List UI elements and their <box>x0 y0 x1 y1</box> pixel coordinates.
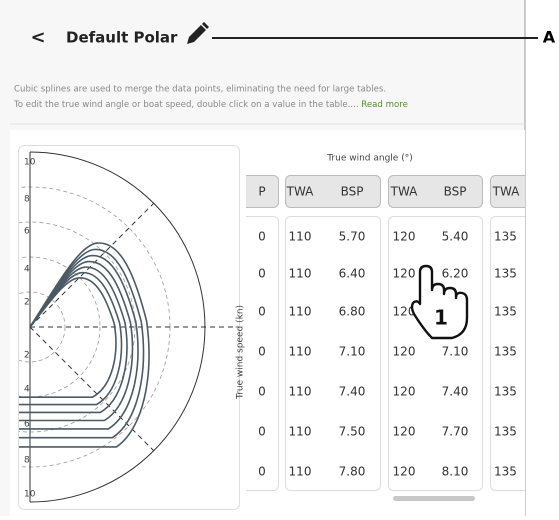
step-label: 1 <box>434 306 448 330</box>
table-cell[interactable]: 0 <box>258 385 266 399</box>
table-cell[interactable]: 5.40 <box>442 230 469 244</box>
polar-label: 6 <box>24 227 30 237</box>
table-cell[interactable]: 0 <box>258 345 266 359</box>
table-cell[interactable]: 110 <box>289 345 312 359</box>
table-cell[interactable]: 6.80 <box>339 305 366 319</box>
table-cell[interactable]: 5.70 <box>339 230 366 244</box>
column-label: BSP <box>341 185 364 199</box>
description-line: Cubic splines are used to merge the data… <box>14 85 386 95</box>
table-cell[interactable]: 135 <box>494 465 517 479</box>
table-cell[interactable]: 110 <box>289 230 312 244</box>
page-title: Default Polar <box>66 29 178 47</box>
table-cell[interactable]: 0 <box>258 425 266 439</box>
table-cell[interactable]: 120 <box>393 345 416 359</box>
table-title: True wind angle (°) <box>326 154 412 164</box>
polar-label: 10 <box>24 158 36 168</box>
table-cell[interactable]: 0 <box>258 267 266 281</box>
table-cell[interactable]: 110 <box>289 425 312 439</box>
polar-label: 4 <box>24 385 30 395</box>
polar-label: 6 <box>24 420 30 430</box>
polar-label: 10 <box>24 490 36 500</box>
scrollbar[interactable] <box>393 496 475 501</box>
table-cell[interactable]: 135 <box>494 345 517 359</box>
column-label: TWA <box>390 185 419 199</box>
table-cell[interactable]: 135 <box>494 267 517 281</box>
column-label: P <box>258 185 265 199</box>
description-text: To edit the true wind angle or boat spee… <box>13 100 361 110</box>
table-cell[interactable]: 7.40 <box>339 385 366 399</box>
table-cell[interactable]: 0 <box>258 305 266 319</box>
table-cell[interactable]: 0 <box>258 230 266 244</box>
table-cell[interactable]: 8.10 <box>442 465 469 479</box>
polar-label: 8 <box>24 456 30 466</box>
polar-label: 2 <box>24 351 30 361</box>
polar-label: 2 <box>24 298 30 308</box>
table-cell[interactable]: 6.20 <box>442 267 469 281</box>
callout-label: A <box>543 28 556 47</box>
description-line: To edit the true wind angle or boat spee… <box>13 100 408 110</box>
polar-label: 4 <box>24 265 30 275</box>
table-cell[interactable]: 135 <box>494 425 517 439</box>
table-cell[interactable]: 110 <box>289 267 312 281</box>
table-cell[interactable]: 7.70 <box>442 425 469 439</box>
back-button[interactable]: < <box>30 27 45 48</box>
table-cell[interactable]: 135 <box>494 305 517 319</box>
table-cell[interactable]: 7.10 <box>442 345 469 359</box>
table-cell[interactable]: 110 <box>289 465 312 479</box>
column-label: TWA <box>286 185 315 199</box>
y-axis-label: True wind speed (kn) <box>236 305 246 400</box>
table-cell[interactable]: 135 <box>494 385 517 399</box>
polar-label: 8 <box>24 195 30 205</box>
column-label: BSP <box>444 185 467 199</box>
table-cell[interactable]: 135 <box>494 230 517 244</box>
table-cell[interactable]: 7.80 <box>339 465 366 479</box>
table-cell[interactable]: 120 <box>393 425 416 439</box>
table-cell[interactable]: 0 <box>258 465 266 479</box>
table-cell[interactable]: 120 <box>393 267 416 281</box>
read-more-link[interactable]: Read more <box>361 100 408 110</box>
table-cell[interactable]: 110 <box>289 385 312 399</box>
column-label: TWA <box>492 185 521 199</box>
table-cell[interactable]: 7.50 <box>339 425 366 439</box>
table-cell[interactable]: 120 <box>393 465 416 479</box>
table-cell[interactable]: 120 <box>393 230 416 244</box>
table-cell[interactable]: 120 <box>393 385 416 399</box>
table-cell[interactable]: 6.40 <box>339 267 366 281</box>
table-cell[interactable]: 110 <box>289 305 312 319</box>
table-cell[interactable]: 7.40 <box>442 385 469 399</box>
table-cell[interactable]: 7.10 <box>339 345 366 359</box>
